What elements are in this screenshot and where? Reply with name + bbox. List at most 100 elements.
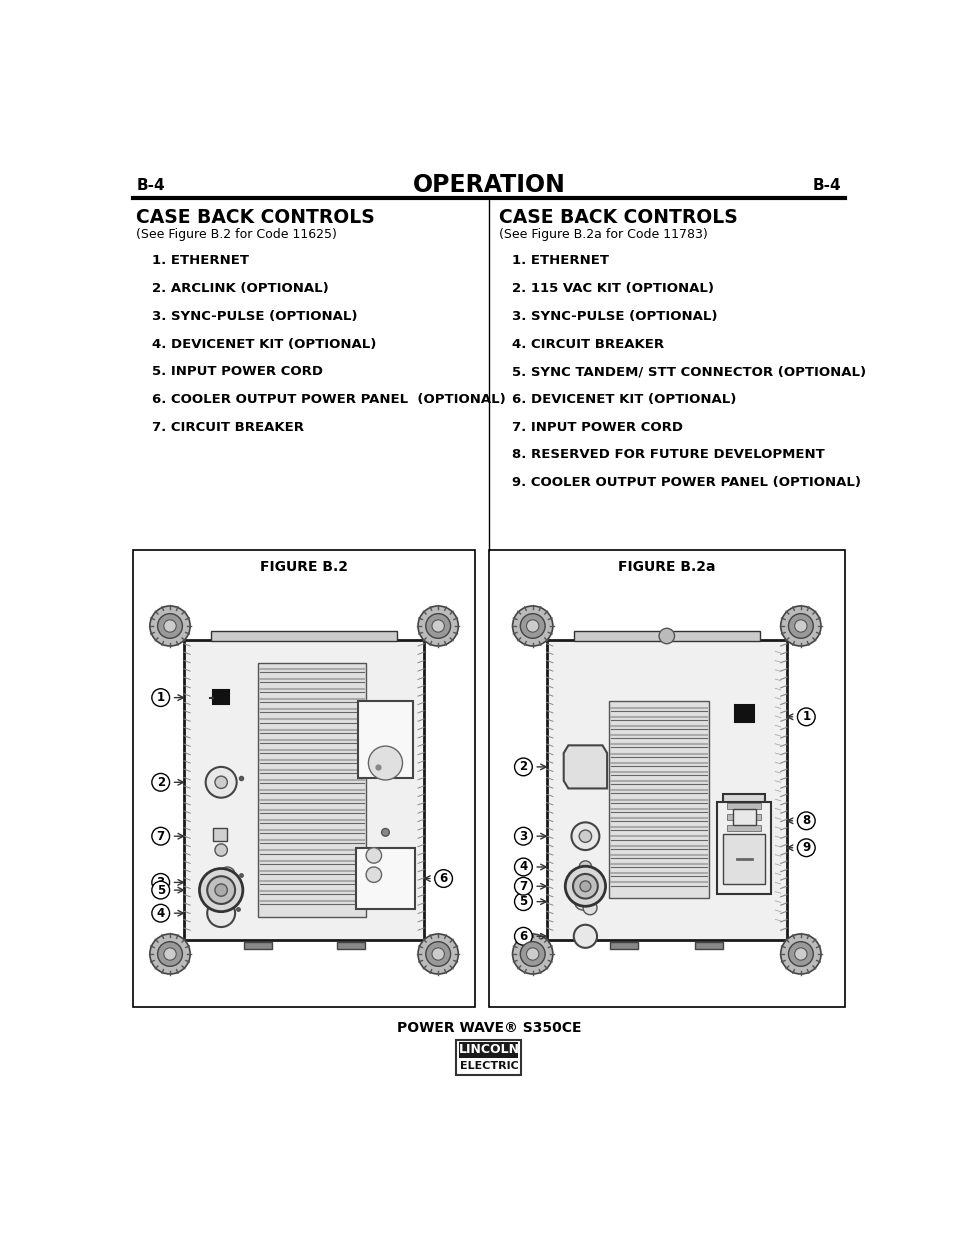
Bar bbox=[573, 631, 759, 641]
Text: 5. INPUT POWER CORD: 5. INPUT POWER CORD bbox=[152, 366, 322, 378]
Text: 5. SYNC TANDEM/ STT CONNECTOR (OPTIONAL): 5. SYNC TANDEM/ STT CONNECTOR (OPTIONAL) bbox=[512, 366, 865, 378]
Bar bbox=[184, 640, 424, 940]
Circle shape bbox=[432, 620, 444, 632]
Text: 1. ETHERNET: 1. ETHERNET bbox=[152, 254, 249, 268]
Text: 7. CIRCUIT BREAKER: 7. CIRCUIT BREAKER bbox=[152, 421, 303, 433]
Circle shape bbox=[212, 881, 226, 894]
Circle shape bbox=[157, 941, 182, 966]
Text: 2. 115 VAC KIT (OPTIONAL): 2. 115 VAC KIT (OPTIONAL) bbox=[512, 282, 714, 295]
Bar bbox=[546, 640, 786, 940]
Text: 2. ARCLINK (OPTIONAL): 2. ARCLINK (OPTIONAL) bbox=[152, 282, 328, 295]
Circle shape bbox=[780, 606, 821, 646]
Bar bbox=[721, 834, 764, 884]
Text: FIGURE B.2: FIGURE B.2 bbox=[260, 561, 348, 574]
Text: 6: 6 bbox=[439, 872, 447, 885]
Circle shape bbox=[199, 868, 243, 911]
Text: ELECTRIC: ELECTRIC bbox=[459, 1061, 517, 1071]
Text: LINCOLN: LINCOLN bbox=[458, 1044, 518, 1056]
Text: 9: 9 bbox=[801, 841, 809, 855]
Bar bbox=[717, 802, 771, 894]
Text: 1: 1 bbox=[156, 692, 165, 704]
Text: 5: 5 bbox=[518, 895, 527, 908]
Text: 2: 2 bbox=[156, 776, 165, 789]
Text: FIGURE B.2a: FIGURE B.2a bbox=[618, 561, 715, 574]
Circle shape bbox=[368, 746, 402, 781]
Text: 6. DEVICENET KIT (OPTIONAL): 6. DEVICENET KIT (OPTIONAL) bbox=[512, 393, 736, 406]
Text: POWER WAVE® S350CE: POWER WAVE® S350CE bbox=[396, 1021, 580, 1035]
Circle shape bbox=[526, 947, 538, 960]
Bar bbox=[734, 705, 753, 722]
Text: 7. INPUT POWER CORD: 7. INPUT POWER CORD bbox=[512, 421, 682, 433]
Text: OPERATION: OPERATION bbox=[412, 173, 565, 198]
Bar bbox=[695, 941, 722, 950]
Circle shape bbox=[150, 606, 190, 646]
Text: 3. SYNC-PULSE (OPTIONAL): 3. SYNC-PULSE (OPTIONAL) bbox=[152, 310, 357, 322]
Circle shape bbox=[417, 606, 457, 646]
Circle shape bbox=[207, 899, 234, 927]
Text: 4: 4 bbox=[156, 906, 165, 920]
Text: CASE BACK CONTROLS: CASE BACK CONTROLS bbox=[136, 209, 375, 227]
Circle shape bbox=[526, 620, 538, 632]
Bar bbox=[358, 701, 412, 778]
Circle shape bbox=[366, 847, 381, 863]
Circle shape bbox=[512, 934, 553, 974]
Bar bbox=[721, 794, 764, 847]
Bar bbox=[726, 814, 760, 820]
Text: 2: 2 bbox=[518, 761, 527, 773]
Circle shape bbox=[214, 844, 227, 856]
Circle shape bbox=[582, 900, 597, 915]
Text: 8: 8 bbox=[801, 814, 809, 827]
Circle shape bbox=[573, 925, 597, 947]
Bar bbox=[488, 550, 843, 1007]
Circle shape bbox=[578, 830, 591, 842]
Text: 1: 1 bbox=[801, 710, 809, 724]
Circle shape bbox=[164, 620, 176, 632]
Bar bbox=[726, 825, 760, 831]
Circle shape bbox=[579, 881, 590, 892]
Text: 8. RESERVED FOR FUTURE DEVELOPMENT: 8. RESERVED FOR FUTURE DEVELOPMENT bbox=[512, 448, 824, 462]
Circle shape bbox=[780, 934, 821, 974]
Text: 9. COOLER OUTPUT POWER PANEL (OPTIONAL): 9. COOLER OUTPUT POWER PANEL (OPTIONAL) bbox=[512, 477, 861, 489]
Circle shape bbox=[214, 776, 227, 788]
Circle shape bbox=[157, 614, 182, 638]
Text: B-4: B-4 bbox=[812, 178, 841, 193]
Circle shape bbox=[150, 934, 190, 974]
Bar bbox=[257, 663, 366, 918]
Bar bbox=[336, 941, 364, 950]
Circle shape bbox=[512, 606, 553, 646]
Text: CASE BACK CONTROLS: CASE BACK CONTROLS bbox=[498, 209, 737, 227]
Text: 7: 7 bbox=[156, 830, 165, 842]
Circle shape bbox=[214, 884, 227, 897]
Text: 4. CIRCUIT BREAKER: 4. CIRCUIT BREAKER bbox=[512, 337, 663, 351]
Circle shape bbox=[787, 941, 812, 966]
Text: 5: 5 bbox=[156, 883, 165, 897]
Circle shape bbox=[787, 614, 812, 638]
Circle shape bbox=[794, 620, 806, 632]
Text: 3: 3 bbox=[156, 876, 165, 889]
Bar bbox=[459, 1042, 517, 1057]
Text: 3. SYNC-PULSE (OPTIONAL): 3. SYNC-PULSE (OPTIONAL) bbox=[512, 310, 717, 322]
Bar bbox=[213, 829, 227, 841]
Circle shape bbox=[164, 947, 176, 960]
Bar bbox=[355, 847, 415, 909]
Bar bbox=[608, 701, 709, 898]
Circle shape bbox=[219, 867, 234, 882]
Polygon shape bbox=[563, 746, 606, 788]
Circle shape bbox=[206, 767, 236, 798]
Circle shape bbox=[584, 892, 598, 905]
Circle shape bbox=[571, 823, 598, 850]
Circle shape bbox=[578, 861, 591, 873]
Bar bbox=[133, 550, 475, 1007]
Text: 6: 6 bbox=[518, 930, 527, 942]
Text: 4: 4 bbox=[518, 861, 527, 873]
Bar bbox=[211, 631, 396, 641]
Text: (See Figure B.2a for Code 11783): (See Figure B.2a for Code 11783) bbox=[498, 228, 707, 241]
Circle shape bbox=[565, 866, 605, 906]
Bar bbox=[456, 1040, 521, 1076]
Bar bbox=[243, 941, 272, 950]
Bar bbox=[726, 835, 760, 841]
Circle shape bbox=[381, 829, 389, 836]
Circle shape bbox=[425, 614, 450, 638]
Text: B-4: B-4 bbox=[136, 178, 165, 193]
Circle shape bbox=[519, 614, 544, 638]
